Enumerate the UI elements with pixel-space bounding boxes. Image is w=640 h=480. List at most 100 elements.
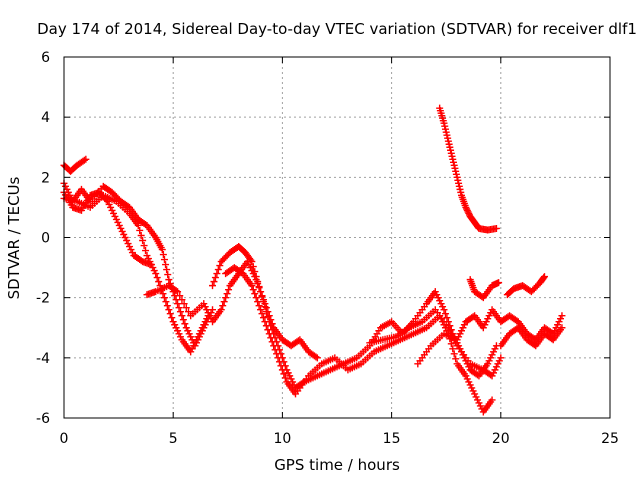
data-point xyxy=(255,302,263,310)
data-point xyxy=(174,288,182,296)
data-point xyxy=(220,298,228,306)
data-point xyxy=(280,370,288,378)
data-point xyxy=(180,300,188,308)
data-point xyxy=(540,273,548,281)
data-point xyxy=(261,303,269,311)
series-track-4 xyxy=(60,191,212,356)
y-tick-label: 0 xyxy=(41,231,50,247)
x-axis-label: GPS time / hours xyxy=(274,456,400,474)
data-point xyxy=(136,226,144,234)
data-point xyxy=(142,247,150,255)
data-point xyxy=(558,312,566,320)
series-track-13 xyxy=(503,273,548,299)
data-point xyxy=(252,294,260,302)
data-point xyxy=(162,261,170,269)
y-tick-label: 4 xyxy=(41,110,50,126)
data-point xyxy=(139,237,147,245)
data-point xyxy=(174,300,182,308)
data-point xyxy=(222,294,230,302)
data-point xyxy=(210,278,218,286)
series-track-1 xyxy=(60,155,90,175)
data-point xyxy=(159,251,167,259)
x-tick-label: 0 xyxy=(60,431,69,447)
data-point xyxy=(219,302,227,310)
data-point xyxy=(261,318,269,326)
data-point xyxy=(248,282,256,290)
data-point xyxy=(179,316,187,324)
data-point xyxy=(452,355,460,363)
data-point xyxy=(163,302,171,310)
chart-title: Day 174 of 2014, Sidereal Day-to-day VTE… xyxy=(37,20,637,38)
data-point xyxy=(217,306,225,314)
data-point xyxy=(251,268,259,276)
data-point xyxy=(178,312,186,320)
y-tick-label: -4 xyxy=(36,351,50,367)
data-point xyxy=(249,263,257,271)
data-point xyxy=(216,262,224,270)
data-point xyxy=(159,290,167,298)
data-point xyxy=(447,340,455,348)
data-point xyxy=(181,320,189,328)
data-point xyxy=(155,278,163,286)
data-point xyxy=(164,271,172,279)
data-point xyxy=(182,304,190,312)
data-point xyxy=(153,274,161,282)
data-point xyxy=(268,338,276,346)
data-point xyxy=(264,313,272,321)
data-point xyxy=(162,298,170,306)
data-point xyxy=(178,296,186,304)
data-point xyxy=(165,276,173,284)
data-point xyxy=(248,258,256,266)
data-point xyxy=(225,286,233,294)
data-point xyxy=(168,314,176,322)
data-point xyxy=(277,362,285,370)
data-point xyxy=(257,288,265,296)
data-point xyxy=(255,283,263,291)
data-point xyxy=(262,308,270,316)
data-point xyxy=(176,308,184,316)
data-point xyxy=(158,246,166,254)
data-point xyxy=(265,330,273,338)
data-point xyxy=(270,342,278,350)
data-point xyxy=(166,310,174,318)
data-point xyxy=(267,334,275,342)
data-point xyxy=(163,266,171,274)
data-point xyxy=(249,286,257,294)
data-point xyxy=(257,306,265,314)
data-point xyxy=(440,306,448,314)
axis-ticks: 0 5 10 15 20 25 -6 -4 -2 0 2 4 6 xyxy=(36,50,619,447)
data-point xyxy=(497,354,505,362)
series-track-12 xyxy=(466,276,503,302)
data-point xyxy=(223,290,231,298)
y-tick-label: -6 xyxy=(36,411,50,427)
data-point xyxy=(258,310,266,318)
x-tick-label: 20 xyxy=(492,431,510,447)
data-point xyxy=(160,294,168,302)
data-point xyxy=(252,273,260,281)
data-point xyxy=(441,310,449,318)
data-point xyxy=(213,270,221,278)
x-tick-label: 5 xyxy=(169,431,178,447)
data-point xyxy=(176,292,184,300)
data-marks xyxy=(60,104,566,416)
x-tick-label: 15 xyxy=(383,431,401,447)
data-point xyxy=(175,304,183,312)
data-point xyxy=(258,293,266,301)
data-point xyxy=(450,350,458,358)
data-point xyxy=(265,312,273,320)
data-point xyxy=(278,366,286,374)
data-point xyxy=(488,396,496,404)
data-point xyxy=(449,345,457,353)
data-point xyxy=(160,256,168,264)
data-point xyxy=(259,314,267,322)
series-track-10 xyxy=(497,324,566,350)
data-point xyxy=(281,374,289,382)
y-tick-label: 2 xyxy=(41,170,50,186)
data-point xyxy=(214,266,222,274)
data-point xyxy=(313,354,321,362)
data-point xyxy=(495,279,503,287)
data-point xyxy=(152,270,160,278)
y-tick-label: -2 xyxy=(36,291,50,307)
y-axis-label: SDTVAR / TECUs xyxy=(5,176,23,299)
